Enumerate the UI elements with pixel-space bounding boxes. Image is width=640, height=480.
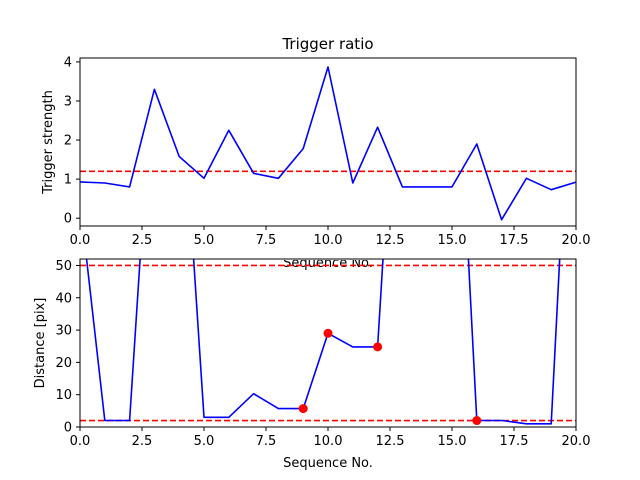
x-tick-label: 17.5 <box>500 233 529 248</box>
data-point-marker <box>373 342 383 352</box>
x-tick-label: 12.5 <box>376 233 405 248</box>
axes-frame <box>79 258 577 428</box>
y-tick-label: 0 <box>64 421 72 436</box>
x-tick-label: 7.5 <box>256 434 277 449</box>
series-line <box>80 66 576 221</box>
y-tick-label: 4 <box>64 55 72 70</box>
x-tick-label: 15.0 <box>438 434 467 449</box>
data-point-marker <box>472 416 482 426</box>
trigger-ratio-chart: Trigger ratio Trigger strength Sequence … <box>41 35 590 271</box>
axes-frame <box>79 57 577 227</box>
y-tick-label: 2 <box>64 134 72 149</box>
x-tick-label: 0.0 <box>70 434 91 449</box>
x-axis-label: Sequence No. <box>283 456 373 471</box>
x-tick-label: 5.0 <box>194 233 215 248</box>
y-tick-label: 20 <box>55 356 72 371</box>
x-tick-label: 17.5 <box>500 434 529 449</box>
y-tick-label: 1 <box>64 173 72 188</box>
y-axis-label: Trigger strength <box>41 90 56 195</box>
y-tick-label: 10 <box>55 388 72 403</box>
y-axis-label: Distance [pix] <box>33 298 48 389</box>
y-tick-label: 40 <box>55 291 72 306</box>
x-tick-label: 10.0 <box>314 233 343 248</box>
chart-title: Trigger ratio <box>281 35 373 53</box>
series-line <box>85 259 561 425</box>
x-tick-label: 5.0 <box>194 434 215 449</box>
x-tick-label: 2.5 <box>132 434 153 449</box>
data-point-marker <box>323 328 333 338</box>
y-tick-label: 30 <box>55 324 72 339</box>
x-tick-label: 20.0 <box>562 434 591 449</box>
x-tick-label: 12.5 <box>376 434 405 449</box>
x-tick-label: 0.0 <box>70 233 91 248</box>
data-point-marker <box>298 404 308 414</box>
x-tick-label: 2.5 <box>132 233 153 248</box>
y-tick-label: 50 <box>55 259 72 274</box>
y-tick-label: 0 <box>64 212 72 227</box>
x-tick-label: 20.0 <box>562 233 591 248</box>
distance-chart: Distance [pix] Sequence No. 0.0 2.5 5.0 7.5… <box>33 254 591 471</box>
y-tick-label: 3 <box>64 94 72 109</box>
x-tick-label: 15.0 <box>438 233 467 248</box>
x-tick-label: 7.5 <box>256 233 277 248</box>
x-tick-label: 10.0 <box>314 434 343 449</box>
